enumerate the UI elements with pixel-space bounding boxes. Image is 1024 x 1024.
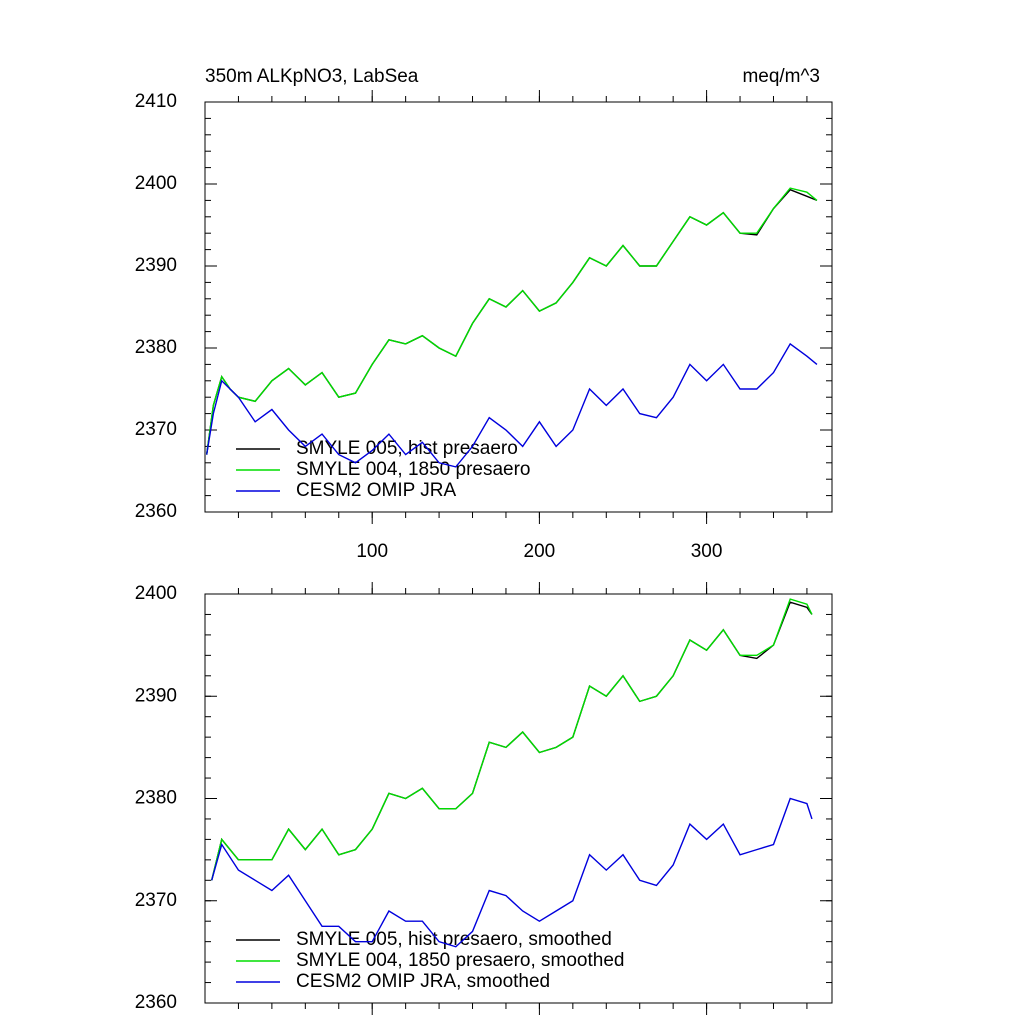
y-tick-label: 2410 <box>135 91 177 112</box>
x-tick-label: 100 <box>356 541 388 562</box>
y-tick-label: 2400 <box>135 583 177 604</box>
legend-label: SMYLE 005, hist presaero, smoothed <box>296 929 612 950</box>
data-line <box>205 188 818 455</box>
legend-label: SMYLE 004, 1850 presaero, smoothed <box>296 950 624 971</box>
data-line <box>205 342 818 468</box>
y-tick-label: 2380 <box>135 788 177 809</box>
legend-label: CESM2 OMIP JRA, smoothed <box>296 971 550 992</box>
chart-title: 350m ALKpNO3, LabSea <box>205 66 419 87</box>
legend-label: CESM2 OMIP JRA <box>296 480 456 501</box>
y-tick-label: 2360 <box>135 501 177 522</box>
y-tick-label: 2360 <box>135 992 177 1013</box>
x-tick-label: 200 <box>524 541 556 562</box>
plot-frame <box>204 101 833 513</box>
y-tick-label: 2380 <box>135 337 177 358</box>
y-tick-label: 2400 <box>135 173 177 194</box>
data-line <box>211 797 813 948</box>
y-tick-label: 2370 <box>135 419 177 440</box>
y-tick-label: 2390 <box>135 685 177 706</box>
x-tick-label: 300 <box>691 541 723 562</box>
legend-label: SMYLE 004, 1850 presaero <box>296 459 531 480</box>
legend-label: SMYLE 005, hist presaero <box>296 438 518 459</box>
data-line <box>211 598 813 881</box>
y-tick-label: 2390 <box>135 255 177 276</box>
y-tick-label: 2370 <box>135 890 177 911</box>
units-label: meq/m^3 <box>742 66 820 87</box>
data-line <box>205 187 818 455</box>
